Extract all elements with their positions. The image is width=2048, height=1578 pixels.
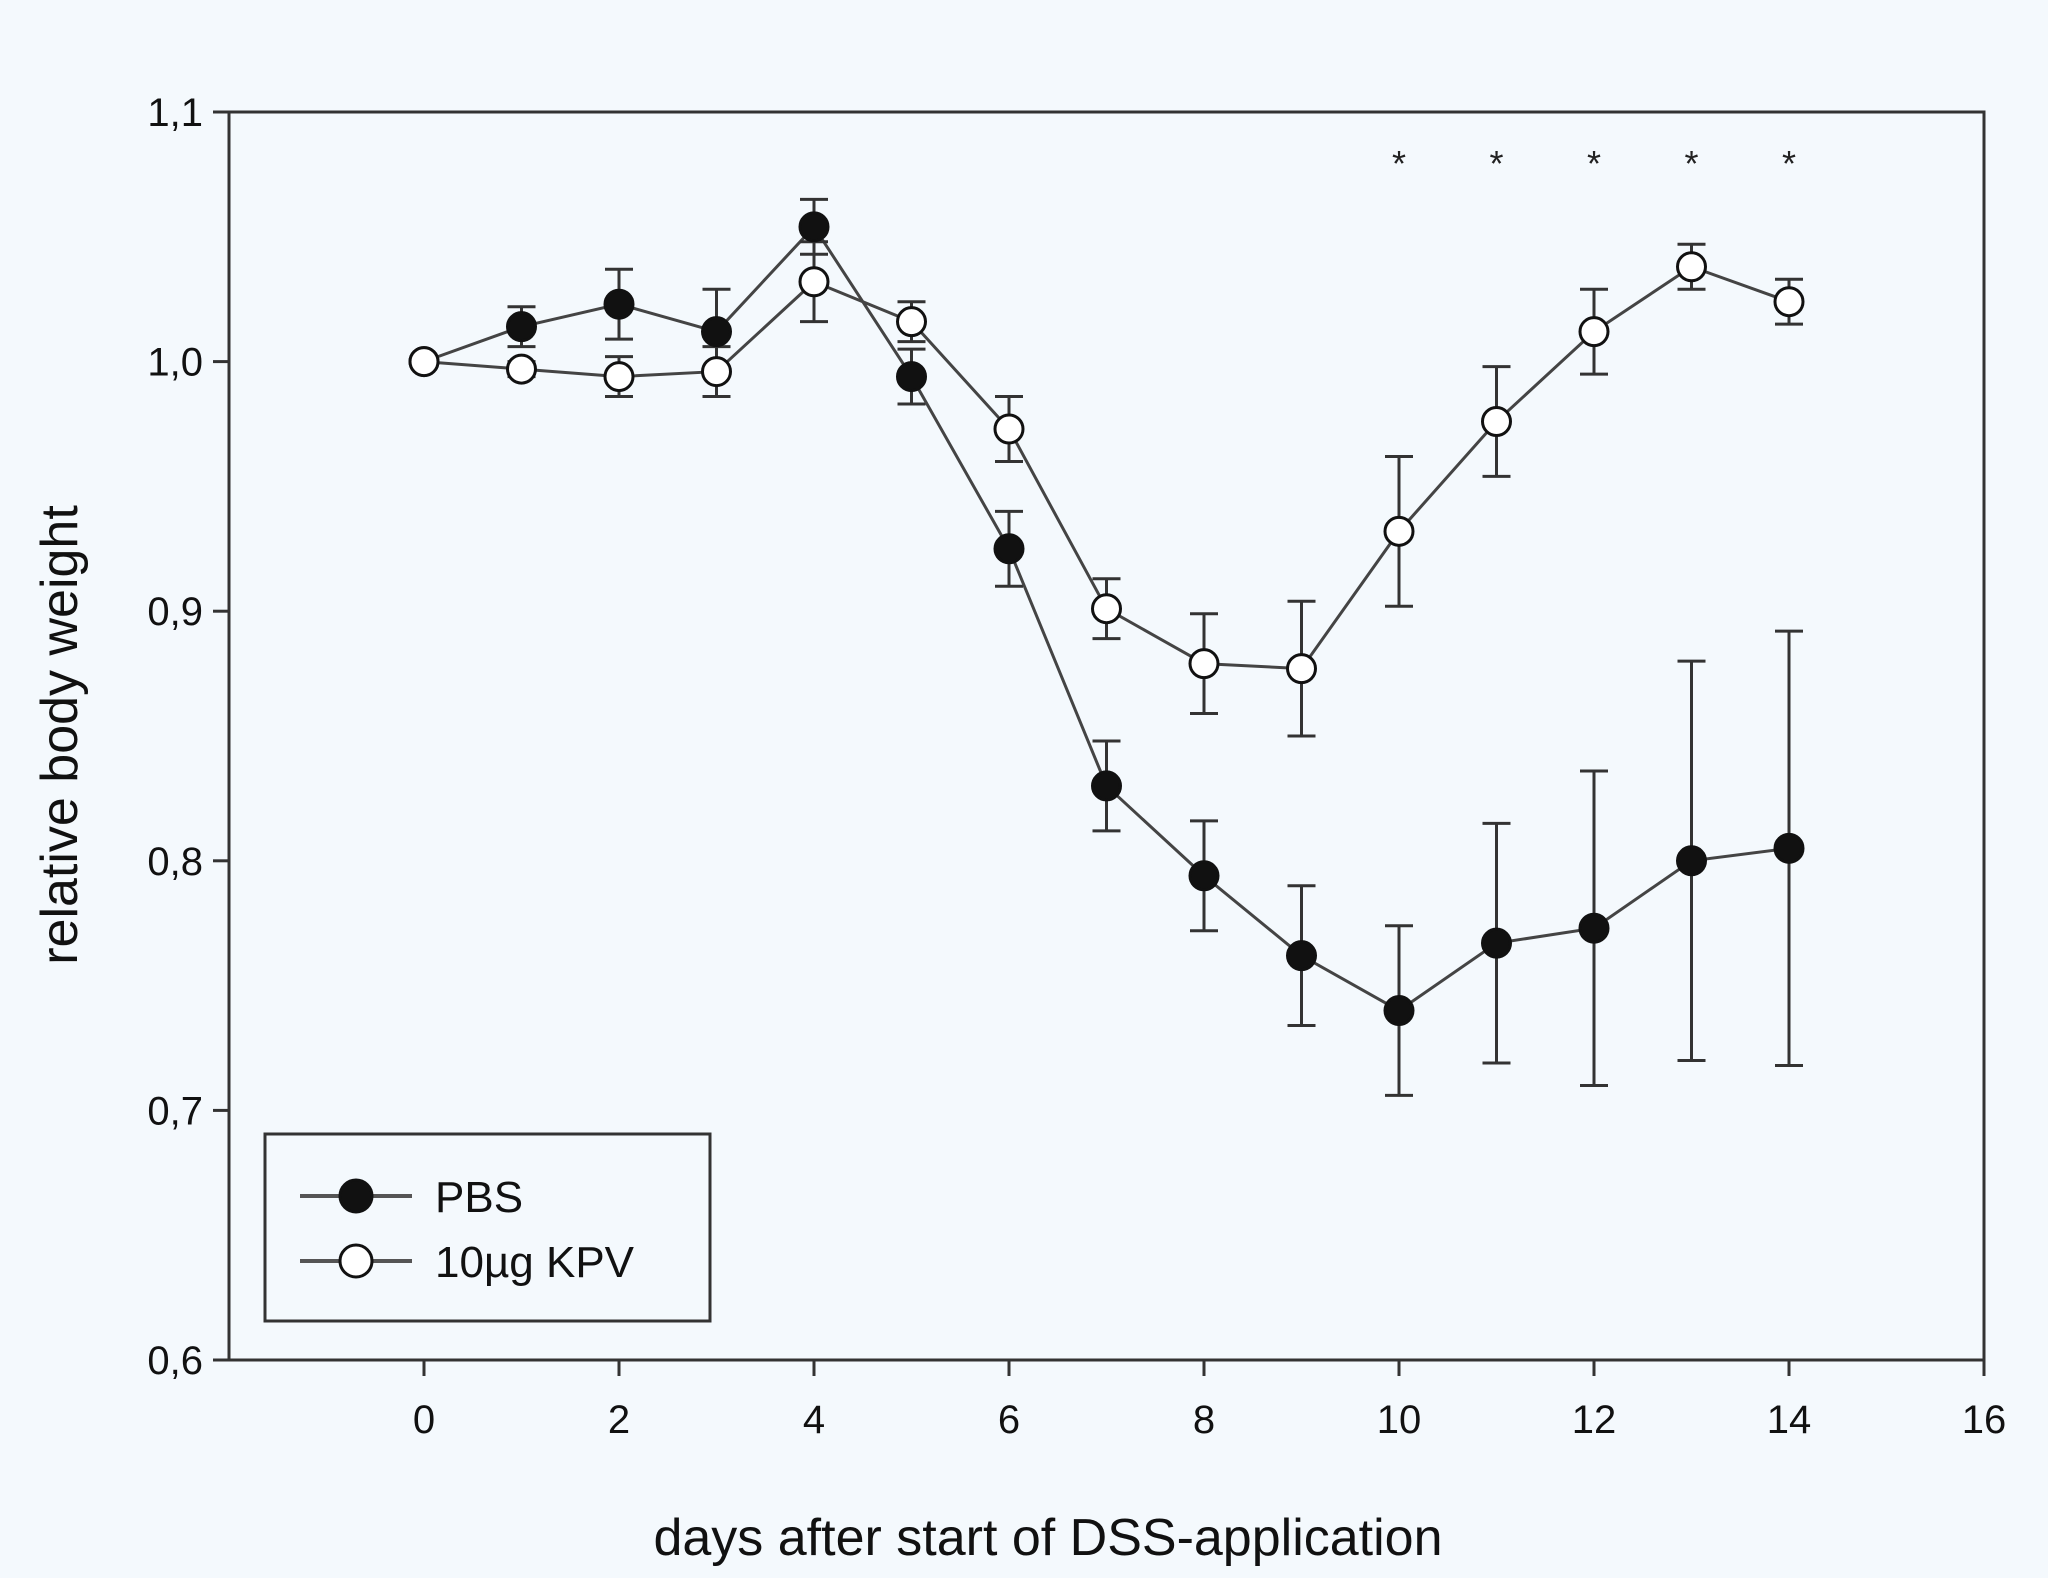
legend-marker-pbs [338,1178,374,1214]
plot-area [227,110,1986,1362]
data-point [1383,515,1415,547]
data-point [1578,316,1610,348]
y-tick-label: 1,1 [147,91,203,135]
data-point [1091,770,1122,802]
significance-star: * [1684,143,1698,184]
legend-label-pbs: PBS [435,1173,523,1222]
data-point [896,306,927,338]
data-point [506,353,537,385]
data-point [1773,832,1805,864]
data-marks: * * * * * [408,143,1805,1097]
data-point [1383,995,1415,1027]
x-tick-label: 0 [413,1398,435,1442]
significance-star: * [1392,143,1406,184]
data-point [993,413,1025,445]
data-point [1188,860,1220,892]
data-point [1578,912,1610,944]
significance-star: * [1489,143,1503,184]
data-point [993,533,1025,565]
data-point [798,211,830,243]
legend: PBS 10µg KPV [263,1132,712,1323]
data-point [896,361,927,393]
data-point [506,311,537,343]
plot-frame [227,110,1986,1362]
data-point [701,356,732,388]
x-tick-label: 8 [1193,1398,1215,1442]
data-point [1676,251,1707,283]
legend-marker-kpv [338,1243,374,1279]
x-axis-title: days after start of DSS-application [653,1509,1442,1567]
data-point [701,316,732,348]
data-point [1286,940,1317,972]
data-point [1481,927,1512,959]
y-tick-label: 1,0 [147,341,203,385]
data-point [1481,406,1512,438]
legend-label-kpv: 10µg KPV [435,1238,635,1287]
data-point [603,288,635,320]
y-tick-label: 0,7 [147,1089,203,1133]
x-tick-label: 4 [803,1398,825,1442]
data-point [1091,593,1122,625]
data-point [603,361,635,393]
x-tick-label: 14 [1767,1398,1812,1442]
x-tick-label: 16 [1962,1398,2007,1442]
data-point [408,346,440,378]
x-tick-label: 6 [998,1398,1020,1442]
y-tick-label: 0,6 [147,1339,203,1383]
legend-box [263,1132,712,1323]
data-point [1286,653,1317,685]
significance-star: * [1587,143,1601,184]
x-tick-label: 2 [608,1398,630,1442]
x-tick-label: 12 [1572,1398,1617,1442]
x-tick-label: 10 [1377,1398,1422,1442]
data-point [1188,648,1220,680]
y-axis-title: relative body weight [31,505,89,965]
axes: 0,6 0,7 0,8 0,9 1,0 1,1 0 2 4 6 8 10 12 14 16 [147,91,2006,1442]
data-point [798,266,830,298]
significance-star: * [1782,143,1796,184]
data-point [1773,286,1805,318]
y-tick-label: 0,8 [147,840,203,884]
data-point [1676,845,1707,877]
series-kpv [423,240,1803,738]
y-tick-label: 0,9 [147,590,203,634]
